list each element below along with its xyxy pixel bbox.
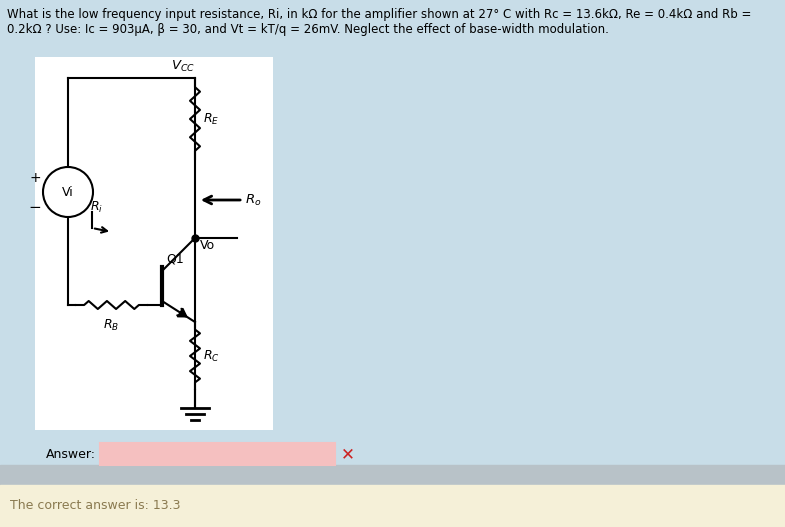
Text: 0.2kΩ ? Use: Ic = 903μA, β = 30, and Vt = kT/q = 26mV. Neglect the effect of bas: 0.2kΩ ? Use: Ic = 903μA, β = 30, and Vt … (7, 23, 609, 36)
Text: $R_o$: $R_o$ (245, 192, 261, 208)
Text: ✕: ✕ (341, 445, 355, 463)
Text: $V_{CC}$: $V_{CC}$ (171, 59, 195, 74)
Text: $R_B$: $R_B$ (104, 318, 119, 333)
Text: The correct answer is: 13.3: The correct answer is: 13.3 (10, 499, 181, 512)
Text: +: + (29, 171, 41, 185)
Text: $R_E$: $R_E$ (203, 111, 219, 126)
Polygon shape (177, 308, 187, 317)
Text: Answer:: Answer: (46, 447, 96, 461)
Text: Vi: Vi (62, 186, 74, 199)
Text: Q1: Q1 (166, 252, 184, 265)
Bar (0, 485, 785, 527)
Circle shape (43, 167, 93, 217)
Bar (0, 465, 785, 485)
Text: −: − (28, 200, 42, 216)
Text: Vo: Vo (200, 239, 215, 252)
Text: $R_i$: $R_i$ (90, 200, 103, 215)
Bar (100, 443, 335, 465)
Bar (35, 57, 273, 430)
Text: $R_C$: $R_C$ (203, 348, 220, 364)
Text: What is the low frequency input resistance, Ri, in kΩ for the amplifier shown at: What is the low frequency input resistan… (7, 8, 751, 21)
